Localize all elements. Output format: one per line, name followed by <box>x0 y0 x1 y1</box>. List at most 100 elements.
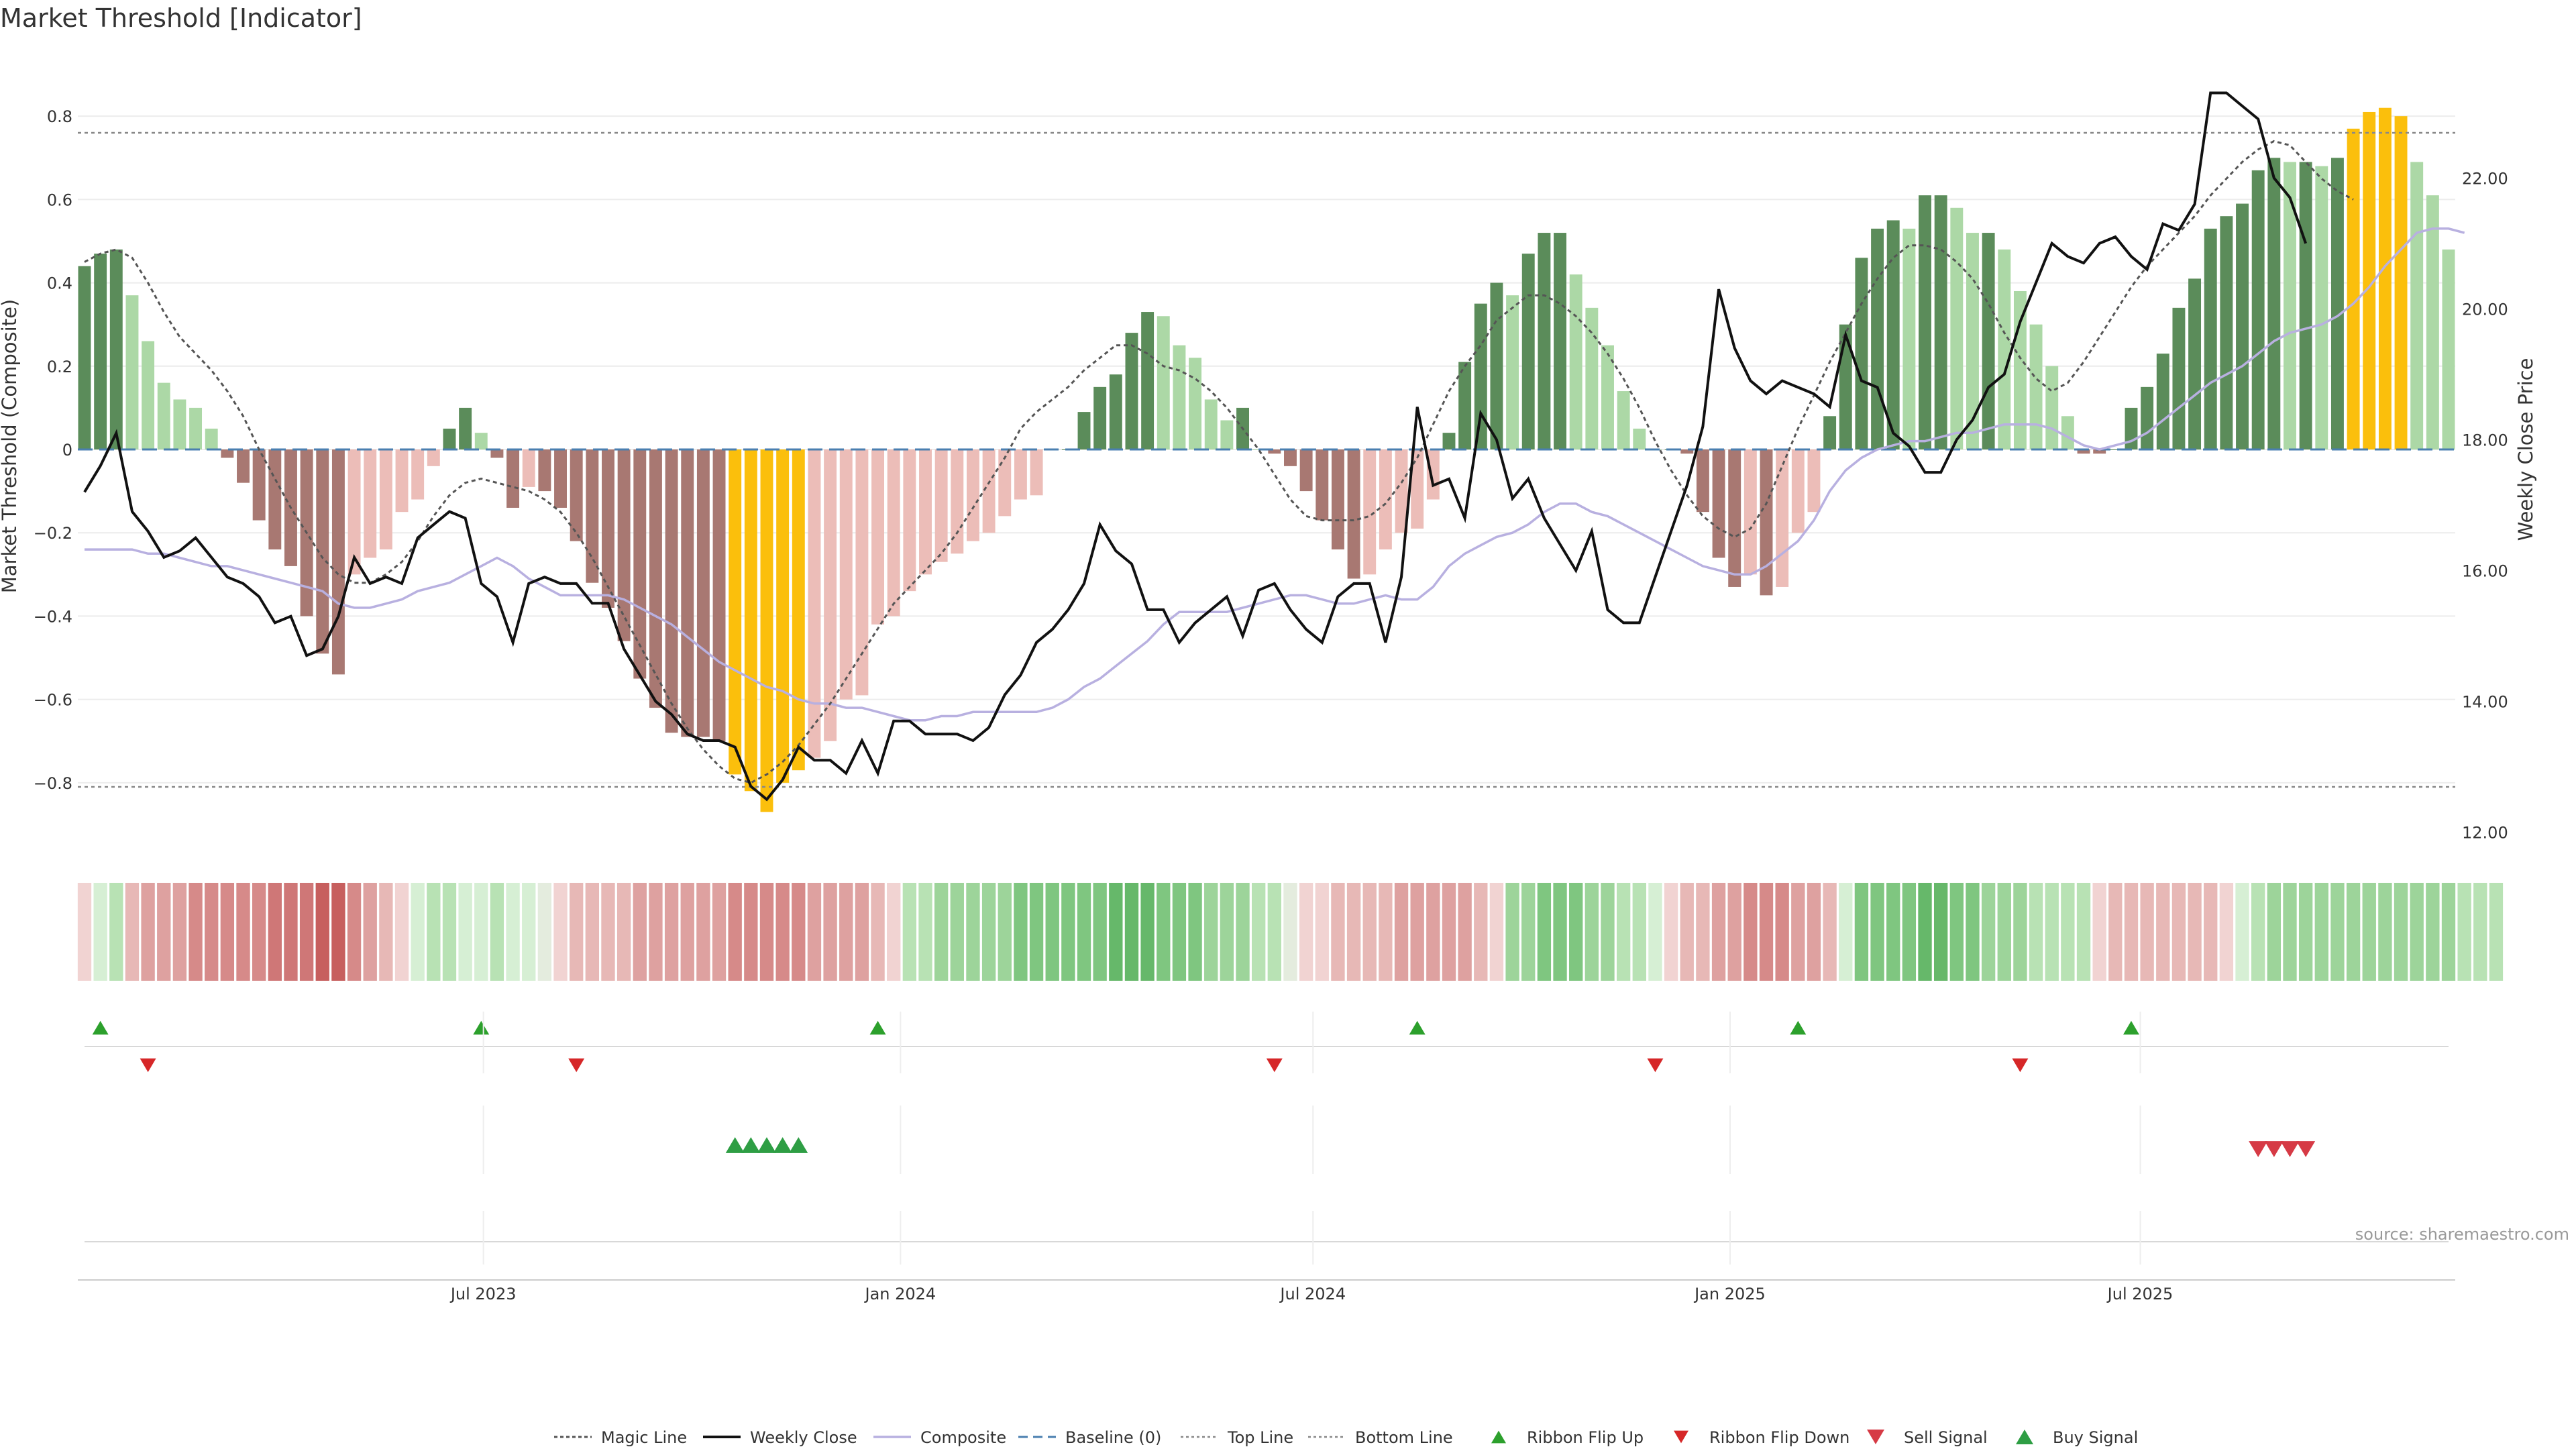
ribbon-cell <box>1902 883 1917 981</box>
composite-bar <box>903 449 916 592</box>
legend-label: Composite <box>920 1428 1006 1447</box>
composite-bar <box>1204 399 1218 449</box>
composite-bar <box>665 449 678 733</box>
composite-bar <box>443 428 456 449</box>
ribbon-cell <box>1029 883 1044 981</box>
ribbon-cell <box>236 883 250 981</box>
composite-bar <box>1919 195 1931 449</box>
composite-bar <box>2236 203 2249 449</box>
ribbon-flip-up-marker <box>1409 1020 1426 1035</box>
composite-bar <box>1331 449 1344 550</box>
composite-bar <box>94 254 107 449</box>
ribbon-strip <box>77 883 2504 981</box>
right-tick-label: 20.00 <box>2462 300 2508 319</box>
ribbon-cell <box>1267 883 1281 981</box>
composite-bar <box>792 449 805 771</box>
ribbon-cell <box>981 883 996 981</box>
composite-bar <box>1554 233 1567 449</box>
composite-bar <box>2029 324 2043 449</box>
ribbon-cell <box>1521 883 1536 981</box>
ribbon-cell <box>1616 883 1631 981</box>
ribbon-cell <box>744 883 758 981</box>
composite-bar <box>522 449 535 487</box>
legend-label: Sell Signal <box>1904 1428 1988 1447</box>
right-tick-label: 14.00 <box>2462 692 2508 711</box>
ribbon-cell <box>1791 883 1805 981</box>
composite-bar <box>1268 449 1281 454</box>
composite-bar <box>490 449 504 458</box>
legend-label: Ribbon Flip Down <box>1709 1428 1849 1447</box>
ribbon-cell <box>363 883 377 981</box>
ribbon-cell <box>2441 883 2456 981</box>
legend-label: Baseline (0) <box>1065 1428 1161 1447</box>
left-tick-label: −0.8 <box>34 774 72 793</box>
composite-bar <box>2156 354 2169 449</box>
ribbon-cell <box>189 883 203 981</box>
ribbon-flip-down-marker <box>568 1058 585 1073</box>
composite-bar <box>887 449 900 616</box>
ribbon-cell <box>1585 883 1599 981</box>
composite-bar <box>379 449 392 550</box>
composite-bar <box>554 449 567 508</box>
composite-bar <box>1157 316 1170 449</box>
ribbon-cell <box>1124 883 1139 981</box>
ribbon-flip-down-marker <box>2012 1058 2029 1073</box>
x-axis: Jul 2023 Jan 2024 Jul 2024 Jan 2025 Jul 2025 <box>78 1012 2455 1303</box>
ribbon-cell <box>950 883 964 981</box>
ribbon-cell <box>379 883 393 981</box>
composite-bar <box>1696 449 1709 513</box>
composite-bar <box>2284 162 2296 449</box>
sell-signal-marker <box>2296 1141 2316 1157</box>
ribbon-cell <box>172 883 187 981</box>
ribbon-cell <box>1601 883 1615 981</box>
composite-bar <box>538 449 551 492</box>
ribbon-cell <box>1346 883 1361 981</box>
ribbon-cell <box>1410 883 1424 981</box>
ribbon-cell <box>506 883 520 981</box>
composite-bar <box>1014 449 1027 500</box>
ribbon-cell <box>998 883 1012 981</box>
ribbon-cell <box>2251 883 2265 981</box>
composite-bar <box>78 266 91 449</box>
ribbon-cell <box>1933 883 1948 981</box>
composite-bar <box>1712 449 1725 558</box>
composite-bar <box>1585 307 1599 449</box>
ribbon-cell <box>2457 883 2471 981</box>
ribbon-cell <box>2330 883 2345 981</box>
ribbon-cell <box>633 883 647 981</box>
composite-bar <box>1807 449 1821 513</box>
composite-bar <box>934 449 948 562</box>
ribbon-cell <box>664 883 679 981</box>
ribbon-cell <box>2013 883 2027 981</box>
sell-signal-marker <box>2249 1141 2268 1157</box>
composite-bar <box>919 449 932 575</box>
right-tick-label: 16.00 <box>2462 561 2508 580</box>
ribbon-cell <box>1299 883 1313 981</box>
composite-bar <box>2251 170 2265 450</box>
ribbon-cell <box>2426 883 2440 981</box>
ribbon-cell <box>2092 883 2106 981</box>
ribbon-cell <box>1775 883 1789 981</box>
ribbon-cell <box>1489 883 1504 981</box>
composite-bar <box>729 449 742 775</box>
composite-bar <box>1077 412 1091 449</box>
x-tick-label: Jul 2023 <box>449 1285 517 1303</box>
ribbon-cell <box>680 883 694 981</box>
composite-bar <box>1109 374 1122 449</box>
legend-swatch <box>2016 1429 2033 1445</box>
composite-bar <box>2045 366 2059 449</box>
ribbon-cell <box>442 883 457 981</box>
ribbon-cell <box>268 883 282 981</box>
ribbon-cell <box>1743 883 1758 981</box>
right-axis-ticks: 22.00 20.00 18.00 16.00 14.00 12.00 <box>2462 169 2508 842</box>
ribbon-cell <box>1077 883 1091 981</box>
ribbon-cell <box>775 883 790 981</box>
composite-bar <box>1601 345 1614 449</box>
composite-bar <box>173 399 186 449</box>
composite-bar <box>808 449 821 758</box>
x-tick-label: Jul 2024 <box>1279 1285 1346 1303</box>
composite-bar <box>331 449 345 675</box>
weekly-close-line <box>83 91 2307 802</box>
composite-bar <box>1791 449 1805 533</box>
ribbon-cell <box>394 883 409 981</box>
